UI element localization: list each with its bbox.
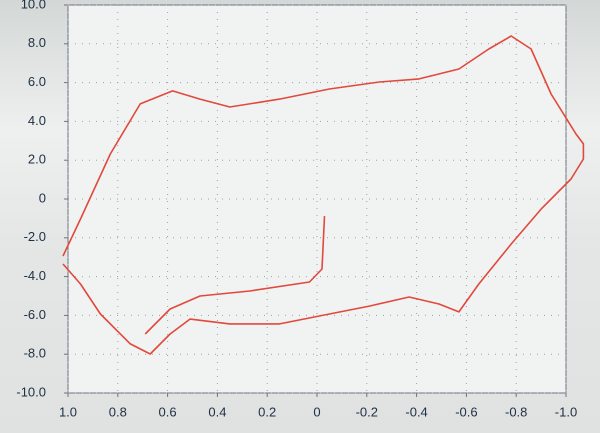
y-tick-label: -8.0 [24,346,46,361]
y-tick-label: 0 [39,190,46,205]
x-tick-label: -0.8 [505,404,527,419]
data-line [144,216,326,335]
y-tick-label: -10.0 [16,384,46,399]
y-tick-label: 2.0 [28,152,46,167]
x-tick-label: 0.2 [258,404,276,419]
x-tick-label: -1.0 [555,404,577,419]
y-tick-label: 6.0 [28,74,46,89]
y-tick-label: -6.0 [24,307,46,322]
y-tick-label: 4.0 [28,113,46,128]
x-tick-label: 0.4 [208,404,226,419]
y-tick-label: 8.0 [28,35,46,50]
x-tick-label: -0.4 [405,404,427,419]
x-tick-label: 0.6 [159,404,177,419]
x-tick-label: 0.8 [109,404,127,419]
data-line [62,35,585,355]
x-tick-label: 0 [313,404,320,419]
x-tick-label: -0.2 [356,404,378,419]
x-tick-label: 1.0 [59,404,77,419]
y-tick-label: 10.0 [21,0,46,11]
x-tick-label: -0.6 [455,404,477,419]
y-tick-label: -2.0 [24,229,46,244]
y-tick-label: -4.0 [24,268,46,283]
